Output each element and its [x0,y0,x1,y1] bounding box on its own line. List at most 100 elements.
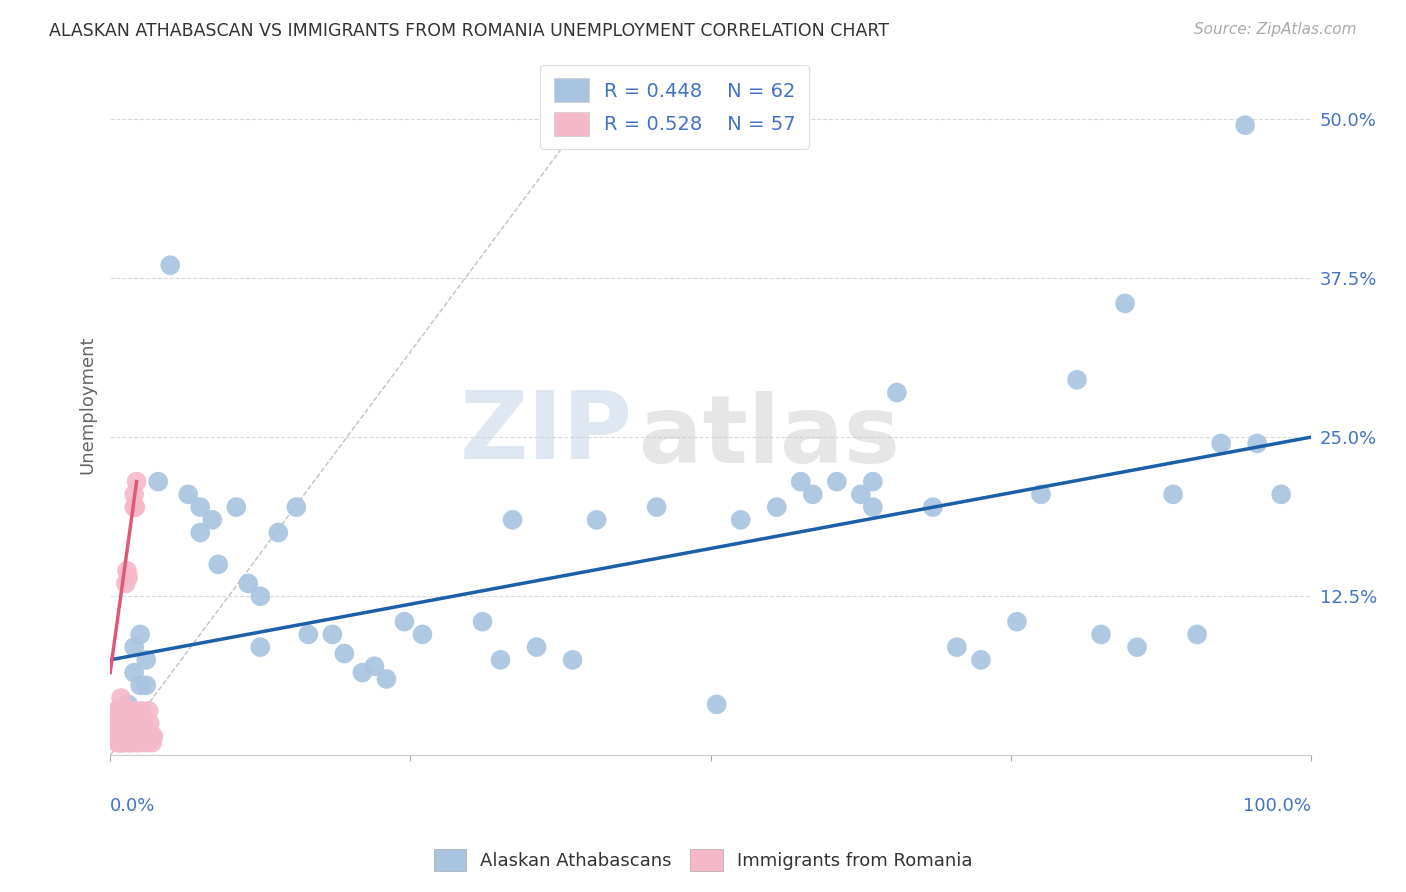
Point [107,704,129,718]
Point [129,678,152,692]
Point [114,716,136,731]
Point [105,736,128,750]
Point [122,487,145,501]
Point [946,640,969,654]
Point [114,576,136,591]
Point [128,716,150,731]
Point [122,640,145,654]
Point [375,672,398,686]
Point [111,723,134,737]
Y-axis label: Unemployment: Unemployment [79,336,96,475]
Point [249,589,271,603]
Point [129,729,152,743]
Point [103,723,125,737]
Point [111,736,134,750]
Point [321,627,343,641]
Point [730,513,752,527]
Point [1126,640,1149,654]
Point [129,736,152,750]
Point [139,729,162,743]
Text: 100.0%: 100.0% [1243,797,1312,815]
Point [285,500,308,514]
Point [1161,487,1184,501]
Point [112,729,135,743]
Point [267,525,290,540]
Point [526,640,548,654]
Point [238,576,260,591]
Point [201,513,224,527]
Point [108,736,131,750]
Point [115,564,138,578]
Point [1246,436,1268,450]
Point [122,729,145,743]
Point [159,258,181,272]
Legend: R = 0.448    N = 62, R = 0.528    N = 57: R = 0.448 N = 62, R = 0.528 N = 57 [540,65,810,149]
Point [121,736,143,750]
Point [825,475,848,489]
Point [124,500,146,514]
Text: 0.0%: 0.0% [110,797,156,815]
Point [1185,627,1208,641]
Point [107,736,129,750]
Point [1234,118,1257,132]
Point [1114,296,1136,310]
Text: ALASKAN ATHABASCAN VS IMMIGRANTS FROM ROMANIA UNEMPLOYMENT CORRELATION CHART: ALASKAN ATHABASCAN VS IMMIGRANTS FROM RO… [49,22,889,40]
Point [120,729,142,743]
Point [117,698,139,712]
Point [135,653,157,667]
Text: ZIP: ZIP [460,387,633,479]
Point [765,500,787,514]
Point [105,704,128,718]
Point [862,500,884,514]
Point [104,729,127,743]
Point [110,691,132,706]
Point [249,640,271,654]
Point [188,500,211,514]
Point [489,653,512,667]
Point [411,627,433,641]
Point [849,487,872,501]
Point [117,570,139,584]
Point [108,716,131,731]
Point [118,704,141,718]
Point [122,500,145,514]
Point [105,723,128,737]
Point [131,704,153,718]
Point [118,729,141,743]
Point [141,736,163,750]
Point [105,729,128,743]
Point [801,487,824,501]
Point [1029,487,1052,501]
Point [394,615,416,629]
Point [136,736,159,750]
Point [148,475,170,489]
Point [135,729,157,743]
Point [107,723,129,737]
Point [471,615,494,629]
Point [127,729,149,743]
Point [114,723,136,737]
Point [790,475,813,489]
Point [120,736,142,750]
Point [177,487,200,501]
Point [112,716,135,731]
Point [104,716,127,731]
Point [105,723,128,737]
Point [132,716,155,731]
Point [131,729,153,743]
Point [188,525,211,540]
Point [111,704,134,718]
Point [970,653,993,667]
Point [139,716,162,731]
Point [1211,436,1233,450]
Point [138,704,160,718]
Point [922,500,945,514]
Point [1270,487,1292,501]
Point [110,716,132,731]
Text: Source: ZipAtlas.com: Source: ZipAtlas.com [1194,22,1357,37]
Point [122,704,145,718]
Point [862,475,884,489]
Point [585,513,607,527]
Point [886,385,908,400]
Point [142,729,165,743]
